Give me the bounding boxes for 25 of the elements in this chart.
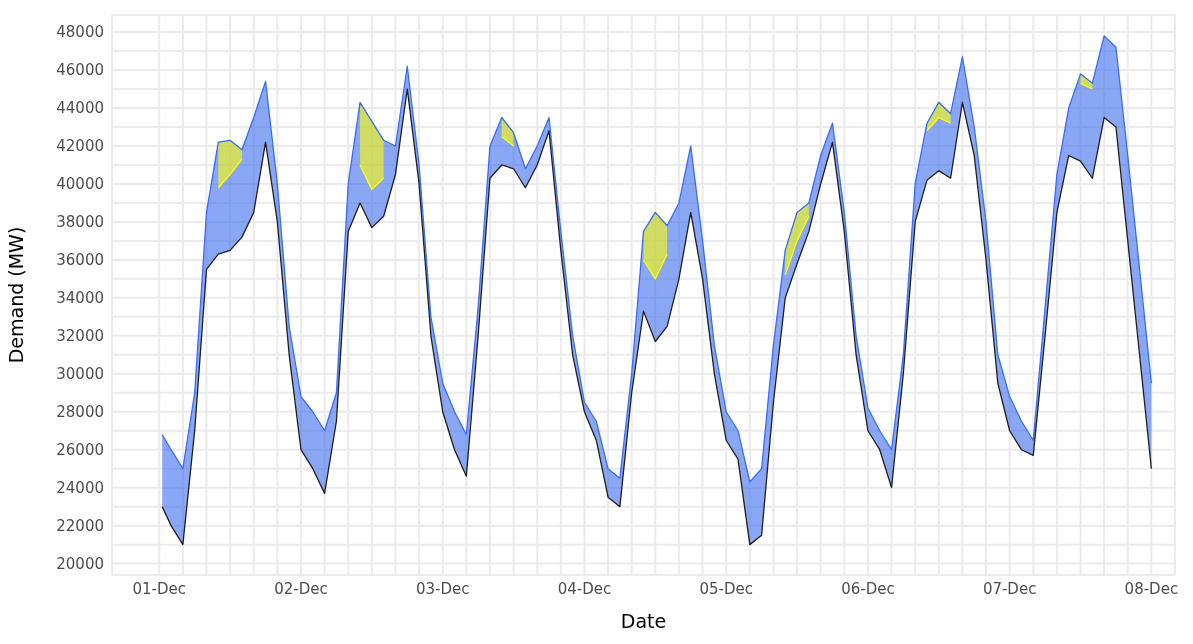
y-tick-label: 48000 bbox=[56, 23, 104, 42]
x-tick-label: 02-Dec bbox=[274, 579, 328, 598]
y-tick-label: 38000 bbox=[56, 213, 104, 232]
y-tick-label: 36000 bbox=[56, 251, 104, 270]
y-tick-label: 28000 bbox=[56, 403, 104, 422]
x-tick-label: 01-Dec bbox=[132, 579, 187, 598]
x-tick-label: 05-Dec bbox=[699, 579, 753, 598]
y-tick-label: 46000 bbox=[56, 61, 104, 80]
y-tick-label: 32000 bbox=[56, 327, 104, 346]
y-tick-label: 24000 bbox=[56, 479, 104, 497]
y-axis-title: Demand (MW) bbox=[4, 226, 27, 364]
x-tick-label: 06-Dec bbox=[841, 579, 895, 598]
y-tick-label: 42000 bbox=[56, 137, 104, 156]
y-tick-label: 20000 bbox=[56, 554, 104, 573]
y-tick-label: 30000 bbox=[56, 365, 104, 384]
x-tick-label: 03-Dec bbox=[415, 579, 470, 598]
x-tick-label: 04-Dec bbox=[557, 579, 612, 598]
y-tick-label: 22000 bbox=[56, 516, 104, 535]
y-tick-label: 34000 bbox=[56, 289, 104, 308]
y-tick-label: 26000 bbox=[56, 441, 104, 460]
x-tick-label: 08-Dec bbox=[1124, 579, 1179, 598]
y-tick-label: 44000 bbox=[56, 99, 104, 118]
x-axis-title: Date bbox=[620, 610, 667, 632]
y-tick-label: 40000 bbox=[56, 175, 104, 194]
x-tick-label: 07-Dec bbox=[982, 579, 1037, 598]
